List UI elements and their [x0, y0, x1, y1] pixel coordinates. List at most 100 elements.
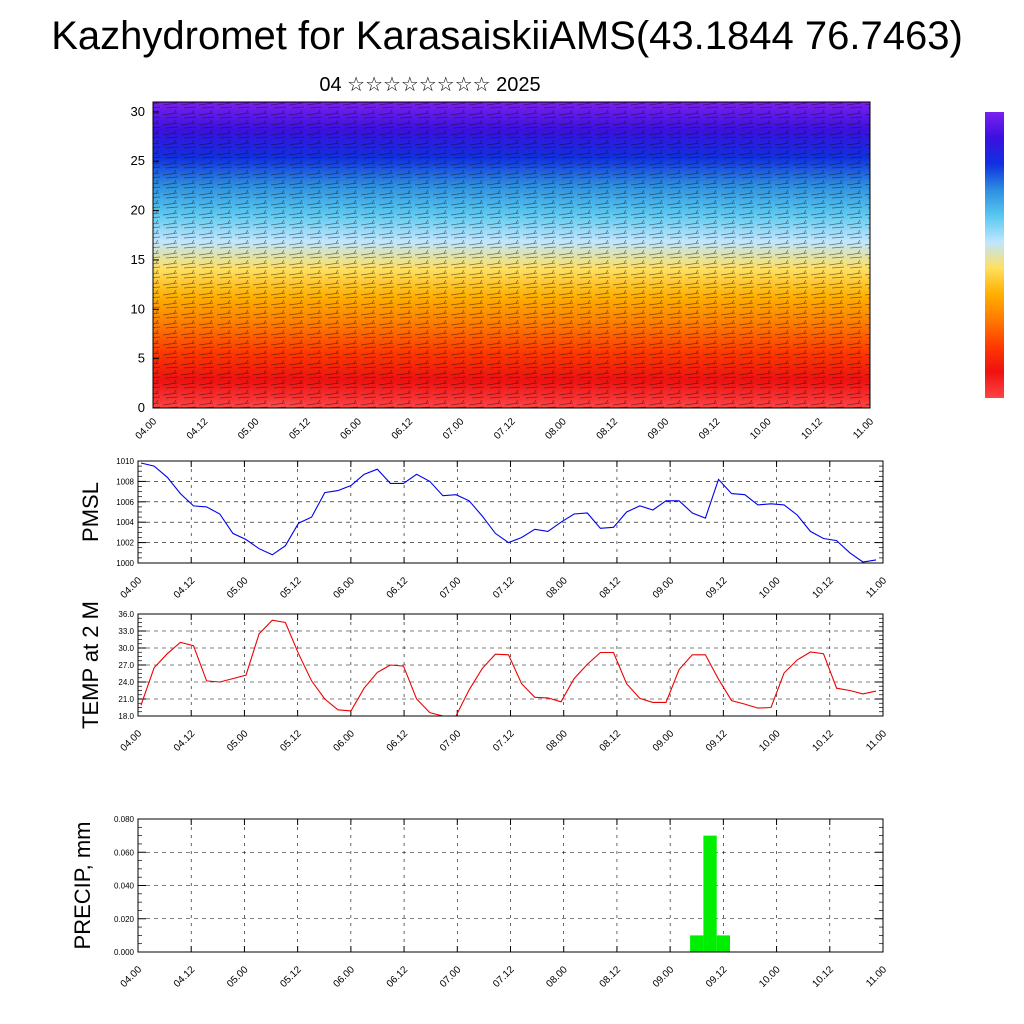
x-tick-label: 04.12 [172, 728, 198, 754]
y-tick-label: 0.060 [114, 848, 135, 857]
x-tick-label: 04.12 [172, 964, 198, 990]
y-tick-label: 30.0 [118, 644, 134, 653]
x-tick-label: 08.00 [544, 575, 570, 601]
y-tick-label: 1002 [116, 539, 134, 548]
y-tick-label: 5 [138, 351, 145, 366]
x-tick-label: 08.12 [598, 728, 624, 754]
y-tick-label: 36.0 [118, 610, 134, 619]
y-tick-label: 24.0 [118, 678, 134, 687]
y-tick-label: 20 [131, 203, 145, 218]
y-tick-label: 18.0 [118, 712, 134, 721]
x-tick-label: 09.12 [704, 964, 730, 990]
x-tick-label: 05.00 [225, 964, 251, 990]
y-tick-label: 0.000 [114, 948, 135, 957]
x-tick-label: 07.12 [491, 575, 517, 601]
x-tick-label: 11.00 [851, 416, 876, 441]
x-tick-label: 06.00 [339, 416, 365, 442]
series-line [140, 619, 877, 717]
x-tick-label: 11.00 [864, 728, 889, 753]
plot-frame [137, 818, 884, 953]
x-tick-label: 09.00 [651, 575, 677, 601]
x-tick-label: 08.12 [595, 416, 621, 442]
colorbar-scale [985, 112, 1004, 398]
x-tick-label: 05.00 [236, 416, 262, 442]
x-tick-label: 10.00 [757, 964, 783, 990]
y-tick-label: 0.080 [114, 815, 135, 824]
x-tick-label: 07.00 [441, 416, 467, 442]
plot-frame [137, 613, 884, 717]
precip-bar [703, 835, 717, 952]
y-tick-label: 1008 [116, 477, 134, 486]
x-tick-label: 10.00 [757, 575, 783, 601]
x-tick-label: 05.12 [278, 964, 304, 990]
x-tick-label: 04.00 [119, 728, 145, 754]
y-tick-label: 25 [131, 153, 145, 168]
chart-title: Kazhydromet for KarasaiskiiAMS(43.1844 7… [51, 14, 963, 58]
x-tick-label: 08.12 [598, 575, 624, 601]
x-tick-label: 04.00 [119, 964, 145, 990]
series-line [140, 462, 877, 563]
x-tick-label: 06.12 [385, 728, 411, 754]
precip-bar [716, 935, 731, 952]
x-tick-label: 05.00 [225, 575, 251, 601]
x-tick-label: 04.12 [185, 416, 211, 442]
y-tick-label: 1004 [116, 518, 134, 527]
chart-subtitle: 04 ☆☆☆☆☆☆☆☆ 2025 [319, 74, 541, 96]
x-tick-label: 09.00 [646, 416, 672, 442]
x-tick-label: 10.00 [748, 416, 774, 442]
y-tick-label: 30 [131, 104, 145, 119]
vertical-profile-panel: 0 5 10 15 20 25 30 04.00 04.12 05.00 05.12 06.00 06.… [131, 101, 876, 442]
x-tick-label: 05.00 [225, 728, 251, 754]
precip-panel: 0.000 0.020 0.040 0.060 0.080 04.00 04.12 05.00… [70, 815, 889, 990]
x-tick-label: 05.12 [278, 728, 304, 754]
y-axis-label: PMSL [78, 482, 103, 542]
y-axis-label: PRECIP, mm [70, 822, 95, 950]
y-tick-label: 33.0 [118, 627, 134, 636]
x-tick-label: 09.12 [704, 728, 730, 754]
x-tick-label: 07.00 [438, 964, 464, 990]
y-tick-label: 15 [131, 252, 145, 267]
x-tick-label: 10.00 [757, 728, 783, 754]
plot-frame [137, 460, 884, 564]
temp-panel: 18.0 21.0 24.0 27.0 30.0 33.0 36.0 04.00 04.12 05… [78, 601, 889, 754]
wind-barbs [153, 102, 870, 408]
x-tick-label: 10.12 [810, 728, 836, 754]
y-tick-label: 0 [138, 400, 145, 415]
x-tick-label: 09.12 [704, 575, 730, 601]
y-tick-label: 21.0 [118, 695, 134, 704]
x-tick-label: 09.12 [697, 416, 723, 442]
x-tick-label: 06.00 [332, 728, 358, 754]
x-tick-label: 08.00 [544, 728, 570, 754]
x-tick-label: 10.12 [810, 964, 836, 990]
y-tick-label: 1006 [116, 498, 134, 507]
x-tick-label: 10.12 [810, 575, 836, 601]
x-tick-label: 08.00 [544, 964, 570, 990]
x-tick-label: 06.12 [390, 416, 416, 442]
x-tick-label: 04.00 [134, 416, 160, 442]
x-tick-label: 06.12 [385, 964, 411, 990]
y-tick-label: 1000 [116, 559, 134, 568]
x-tick-label: 09.00 [651, 964, 677, 990]
x-tick-label: 07.00 [438, 728, 464, 754]
x-tick-label: 07.12 [491, 964, 517, 990]
x-tick-label: 11.00 [864, 575, 889, 600]
y-axis-label: TEMP at 2 M [78, 601, 103, 729]
x-tick-label: 06.12 [385, 575, 411, 601]
x-tick-label: 08.00 [543, 416, 569, 442]
x-tick-label: 05.12 [287, 416, 313, 442]
x-tick-label: 07.00 [438, 575, 464, 601]
x-tick-label: 06.00 [332, 575, 358, 601]
y-tick-label: 0.040 [114, 882, 135, 891]
x-tick-label: 05.12 [278, 575, 304, 601]
y-tick-label: 27.0 [118, 661, 134, 670]
x-tick-label: 10.12 [799, 416, 825, 442]
x-tick-label: 08.12 [598, 964, 624, 990]
x-tick-label: 06.00 [332, 964, 358, 990]
x-tick-label: 07.12 [492, 416, 518, 442]
y-tick-label: 0.020 [114, 915, 135, 924]
y-tick-label: 1010 [116, 457, 134, 466]
x-tick-label: 09.00 [651, 728, 677, 754]
plot-frame [152, 101, 871, 409]
x-tick-label: 11.00 [864, 964, 889, 989]
